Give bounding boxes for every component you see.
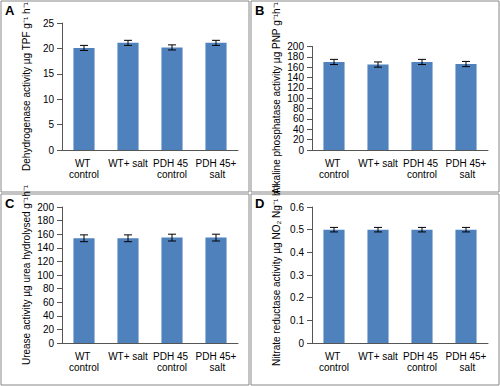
svg-text:160: 160 [287, 62, 304, 73]
svg-text:control: control [69, 362, 99, 373]
svg-text:180: 180 [287, 51, 304, 62]
svg-text:200: 200 [37, 202, 54, 213]
svg-text:10: 10 [43, 94, 55, 105]
svg-text:salt: salt [457, 169, 476, 180]
svg-text:Dehydrogenase activity µg TPF: Dehydrogenase activity µg TPF g⁻¹ h⁻¹ [21, 1, 32, 171]
svg-text:40: 40 [43, 310, 55, 321]
svg-text:0.1: 0.1 [290, 315, 304, 326]
svg-text:100: 100 [287, 93, 304, 104]
svg-text:0.6: 0.6 [290, 202, 304, 213]
svg-text:Urease activity µg urea hydrol: Urease activity µg urea hydrolysed g⁻¹h⁻… [21, 184, 32, 365]
svg-text:140: 140 [37, 242, 54, 253]
svg-text:40: 40 [293, 124, 305, 135]
svg-text:WT+ salt: WT+ salt [358, 351, 398, 362]
svg-text:180: 180 [37, 215, 54, 226]
svg-text:160: 160 [37, 229, 54, 240]
svg-text:WT: WT [325, 351, 343, 362]
svg-text:60: 60 [43, 297, 55, 308]
svg-text:PDH 45: PDH 45 [403, 158, 441, 169]
svg-text:B: B [255, 3, 264, 18]
svg-text:0.3: 0.3 [290, 270, 304, 281]
svg-text:salt: salt [207, 169, 226, 180]
svg-text:5: 5 [48, 119, 54, 130]
svg-text:salt: salt [207, 362, 226, 373]
svg-text:60: 60 [293, 113, 305, 124]
svg-text:Alkaline phosphatase activity: Alkaline phosphatase activity µg PNP g⁻¹… [271, 1, 282, 194]
svg-text:WT+ salt: WT+ salt [108, 351, 148, 362]
svg-text:200: 200 [287, 41, 304, 52]
svg-text:control: control [407, 169, 437, 180]
svg-text:100: 100 [37, 270, 54, 281]
svg-text:120: 120 [287, 82, 304, 93]
svg-text:PDH 45+: PDH 45+ [196, 351, 237, 362]
svg-text:C: C [5, 196, 15, 211]
svg-text:80: 80 [293, 103, 305, 114]
svg-text:salt: salt [457, 362, 476, 373]
svg-text:control: control [407, 362, 437, 373]
svg-text:0: 0 [298, 145, 304, 156]
svg-text:WT: WT [75, 351, 93, 362]
svg-text:20: 20 [43, 324, 55, 335]
svg-text:20: 20 [293, 134, 305, 145]
svg-text:control: control [69, 169, 99, 180]
svg-text:0.4: 0.4 [290, 247, 304, 258]
svg-text:PDH 45+: PDH 45+ [196, 158, 237, 169]
svg-text:D: D [255, 196, 264, 211]
svg-text:20: 20 [43, 43, 55, 54]
svg-text:WT+ salt: WT+ salt [358, 158, 398, 169]
svg-text:PDH 45+: PDH 45+ [446, 158, 487, 169]
svg-text:15: 15 [43, 68, 55, 79]
svg-text:WT: WT [75, 158, 93, 169]
svg-text:control: control [319, 362, 349, 373]
svg-text:120: 120 [37, 256, 54, 267]
svg-text:0: 0 [48, 145, 54, 156]
svg-text:0: 0 [298, 338, 304, 349]
svg-text:control: control [319, 169, 349, 180]
svg-text:25: 25 [43, 18, 55, 29]
svg-text:PDH 45+: PDH 45+ [446, 351, 487, 362]
svg-text:A: A [5, 3, 15, 18]
svg-text:PDH 45: PDH 45 [403, 351, 441, 362]
svg-text:WT+ salt: WT+ salt [108, 158, 148, 169]
svg-text:control: control [157, 362, 187, 373]
svg-text:140: 140 [287, 72, 304, 83]
svg-text:PDH 45: PDH 45 [153, 351, 191, 362]
svg-text:0.5: 0.5 [290, 224, 304, 235]
svg-text:0: 0 [48, 338, 54, 349]
svg-text:Nitrate reductase activity µg: Nitrate reductase activity µg NO₂ Ng⁻¹ h… [271, 183, 282, 365]
svg-text:80: 80 [43, 283, 55, 294]
svg-text:WT: WT [325, 158, 343, 169]
svg-text:control: control [157, 169, 187, 180]
svg-text:PDH 45: PDH 45 [153, 158, 191, 169]
svg-text:0.2: 0.2 [290, 292, 304, 303]
